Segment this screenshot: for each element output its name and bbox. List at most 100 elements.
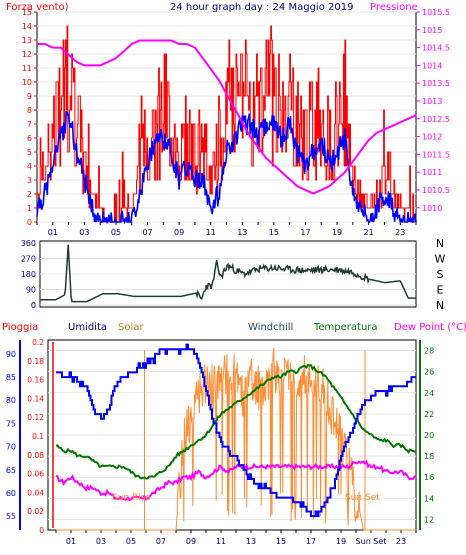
bottom-hour-label: 09	[186, 537, 196, 546]
direction-tick-label: 90	[26, 286, 36, 295]
sun-rise-label: Sun Rise	[112, 493, 151, 503]
pressure-tick-label: 1012	[422, 133, 442, 142]
wind-tick-label: 14	[22, 22, 32, 31]
bottom-hour-label: 13	[246, 537, 256, 546]
direction-axis-ticks: 360 270 180 90 0	[21, 239, 36, 310]
wind-tick-label: 12	[22, 50, 32, 59]
pressure-tick-label: 1011.5	[422, 150, 450, 159]
wind-tick-label: 4	[27, 162, 32, 171]
wind-tick-label: 3	[27, 176, 32, 185]
pressure-tick-label: 1010	[422, 204, 442, 213]
humidity-tick-label: 60	[6, 489, 16, 498]
wind-tick-label: 9	[27, 92, 32, 101]
pressure-line	[37, 39, 417, 195]
bottom-hour-label: 05	[126, 537, 136, 546]
rain-axis-ticks: 0.2 0.18 0.16 0.14 0.12 0.1 0.08 0.06 0.04 0.02 0	[27, 338, 44, 535]
pressure-tick-label: 1014.5	[422, 44, 450, 53]
humidity-tick-label: 65	[6, 466, 16, 475]
temperature-tick-label: 24	[424, 389, 434, 398]
temperature-tick-label: 16	[424, 473, 434, 482]
wind-tick-label: 7	[27, 120, 32, 129]
direction-tick-label: 360	[21, 239, 36, 248]
pressure-tick-label: 1012.5	[422, 115, 450, 124]
humidity-tick-label: 75	[6, 419, 16, 428]
top-hour-label: 23	[395, 228, 405, 237]
wind-tick-label: 11	[22, 64, 32, 73]
top-hour-label: 03	[79, 228, 89, 237]
legend-dewpoint: Dew Point (°C)	[394, 322, 466, 333]
bottom-hour-label: 03	[96, 537, 106, 546]
bottom-hour-label: Sun Set	[356, 537, 387, 546]
wind-tick-label: 0	[27, 218, 32, 227]
humidity-tick-label: 90	[6, 350, 16, 359]
top-hour-label: 13	[237, 228, 247, 237]
wind-gust-line	[37, 25, 416, 223]
top-hour-label: 11	[206, 228, 216, 237]
legend-rain: Pioggia	[2, 322, 38, 333]
pressure-axis-ticks: 1015.5 1015 1014.5 1014 1013.5 1013 1012.5 1012…	[416, 8, 450, 213]
humidity-line	[56, 343, 416, 518]
bottom-hour-label: 01	[66, 537, 76, 546]
compass-label-n: N	[436, 237, 444, 250]
wind-tick-label: 15	[22, 8, 32, 17]
wind-tick-label: 1	[27, 204, 32, 213]
temperature-tick-label: 22	[424, 410, 434, 419]
pressure-tick-label: 1014	[422, 61, 442, 70]
top-hour-ticks: 01 03 05 07 09 11 13 15 17 19 21 23	[36, 222, 417, 237]
wind-axis-label: Forza vento)	[6, 2, 69, 13]
direction-tick-label: 180	[21, 270, 36, 279]
rain-tick-label: 0.04	[27, 488, 44, 497]
humidity-tick-label: 70	[6, 443, 16, 452]
direction-series	[40, 244, 416, 303]
temperature-tick-label: 14	[424, 494, 434, 503]
solar-line	[56, 347, 416, 531]
temperature-tick-label: 18	[424, 452, 434, 461]
rain-tick-label: 0.12	[27, 413, 44, 422]
bottom-series	[55, 343, 417, 531]
wind-tick-label: 13	[22, 36, 32, 45]
bottom-hour-label: 23	[396, 537, 406, 546]
wind-tick-label: 2	[27, 190, 32, 199]
pressure-axis-label: Pressione	[370, 2, 418, 13]
top-hour-label: 15	[269, 228, 279, 237]
wind-tick-label: 6	[27, 134, 32, 143]
compass-label-e: E	[437, 284, 444, 297]
humidity-tick-label: 85	[6, 373, 16, 382]
temperature-tick-label: 28	[424, 347, 434, 356]
pressure-tick-label: 1015.5	[422, 8, 450, 17]
rain-tick-label: 0.08	[27, 451, 44, 460]
top-hour-label: 17	[300, 228, 310, 237]
rain-tick-label: 0.18	[27, 357, 44, 366]
bottom-hour-label: 11	[216, 537, 226, 546]
sun-set-label: Sun Set	[345, 493, 380, 503]
pressure-tick-label: 1013	[422, 97, 442, 106]
humidity-axis-ticks: 90 85 80 75 70 65 60 55	[6, 340, 21, 530]
wind-tick-label: 5	[27, 148, 32, 157]
top-hour-label: 05	[111, 228, 121, 237]
compass-label-n: N	[436, 299, 444, 312]
pressure-tick-label: 1013.5	[422, 79, 450, 88]
humidity-tick-label: 55	[6, 512, 16, 521]
pressure-tick-label: 1015	[422, 26, 442, 35]
direction-tick-label: 0	[31, 301, 36, 310]
legend-temperature: Temperatura	[313, 322, 378, 333]
compass-label-s: S	[437, 268, 444, 281]
pressure-tick-label: 1010.5	[422, 186, 450, 195]
direction-tick-label: 270	[21, 255, 36, 264]
humidity-tick-label: 80	[6, 396, 16, 405]
temperature-axis-ticks: 28 26 24 22 20 18 16 14 12	[419, 340, 434, 530]
legend-solar: Solar	[118, 322, 144, 333]
bottom-hour-label: 07	[156, 537, 166, 546]
rain-tick-label: 0.02	[27, 507, 44, 516]
rain-tick-label: 0.2	[32, 338, 44, 347]
rain-tick-label: 0	[39, 526, 44, 535]
temperature-tick-label: 12	[424, 515, 434, 524]
legend-humidity: Umidita	[68, 322, 107, 333]
top-hour-label: 01	[48, 228, 58, 237]
wind-average-line	[36, 110, 417, 225]
